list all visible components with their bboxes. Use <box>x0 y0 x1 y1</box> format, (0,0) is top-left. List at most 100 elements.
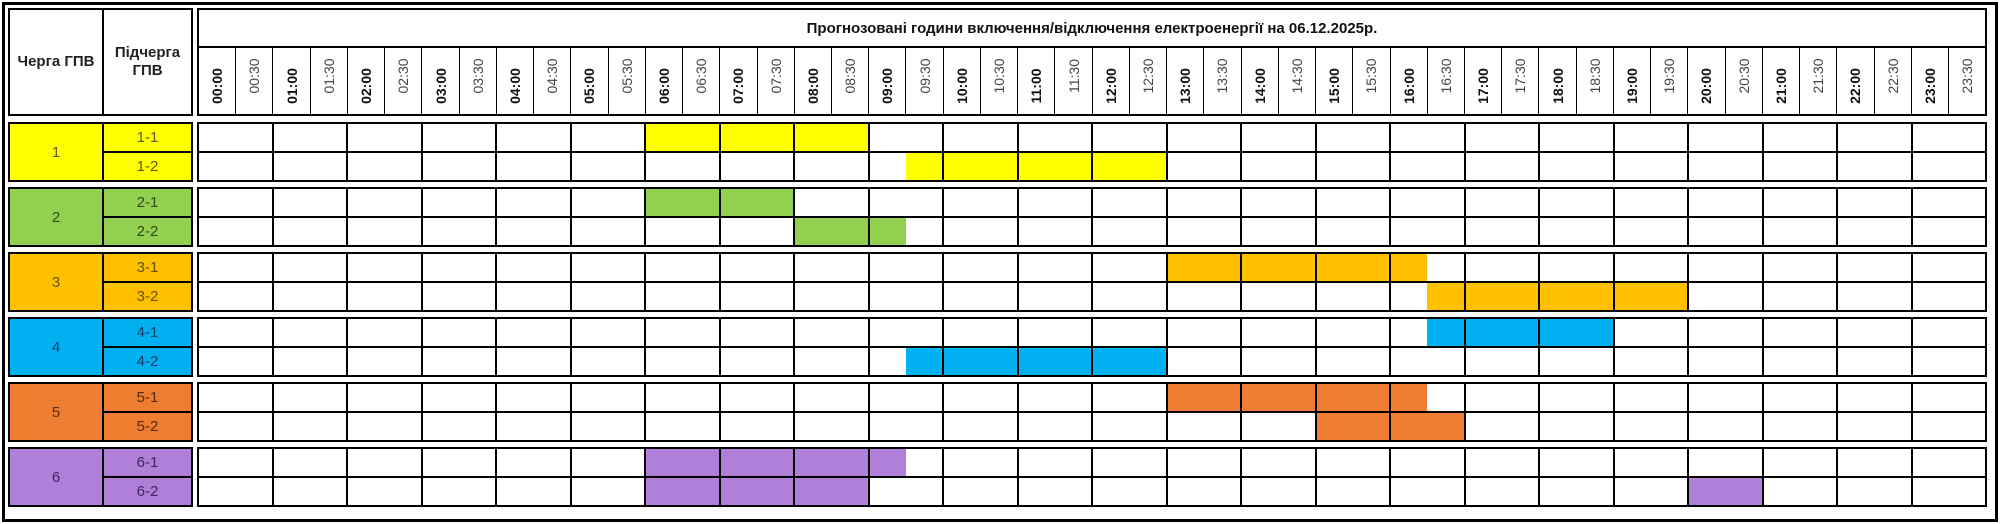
subqueue-label: 2-2 <box>136 223 159 240</box>
power-on-slot <box>1540 189 1576 216</box>
power-on-slot <box>1800 348 1838 375</box>
timeline-header: Прогнозовані години включення/відключенн… <box>197 8 1987 116</box>
queue-group: 1 1-1 1-2 <box>8 122 1987 182</box>
power-on-slot <box>199 319 235 346</box>
power-on-slot <box>646 384 682 411</box>
power-on-slot <box>1838 319 1874 346</box>
power-on-slot <box>572 254 608 281</box>
time-label: 22:30 <box>1884 58 1901 94</box>
power-on-slot <box>1242 478 1278 505</box>
time-label: 20:00 <box>1698 68 1715 104</box>
outage-slot <box>1352 413 1391 440</box>
outage-slot <box>720 124 757 151</box>
power-on-slot <box>721 384 757 411</box>
power-on-slot <box>721 254 757 281</box>
outage-slot <box>682 124 721 151</box>
time-label-cell: 13:00 <box>1167 48 1205 116</box>
power-on-slot <box>1913 384 1949 411</box>
time-label: 18:30 <box>1586 58 1603 94</box>
power-on-slot <box>757 218 795 245</box>
power-on-slot <box>1019 124 1055 151</box>
power-on-slot <box>1278 413 1317 440</box>
power-on-slot <box>1427 449 1466 476</box>
power-on-slot <box>944 413 980 440</box>
power-on-slot <box>646 348 682 375</box>
power-on-slot <box>1689 283 1725 310</box>
power-on-slot <box>906 478 944 505</box>
power-on-slot <box>1949 189 1985 216</box>
power-on-slot <box>1913 449 1949 476</box>
power-on-slot <box>906 124 944 151</box>
power-on-slot <box>1317 348 1353 375</box>
power-on-slot <box>980 124 1019 151</box>
outage-slot <box>1540 319 1577 346</box>
power-on-slot <box>572 413 608 440</box>
power-on-slot <box>1874 254 1913 281</box>
power-on-slot <box>274 153 310 180</box>
power-on-slot <box>348 254 384 281</box>
power-on-slot <box>1055 384 1093 411</box>
outage-slot <box>831 449 870 476</box>
time-label-cell: 09:30 <box>906 48 944 116</box>
power-on-slot <box>1502 124 1540 151</box>
power-on-slot <box>906 189 944 216</box>
power-on-slot <box>906 283 944 310</box>
time-label-cell: 19:00 <box>1614 48 1652 116</box>
power-on-slot <box>384 254 423 281</box>
power-on-slot <box>1651 319 1689 346</box>
power-on-slot <box>384 413 423 440</box>
outage-slot <box>980 153 1019 180</box>
power-on-slot <box>1502 153 1540 180</box>
power-on-slot <box>980 449 1019 476</box>
power-on-slot <box>1764 124 1800 151</box>
time-label: 14:30 <box>1288 58 1305 94</box>
power-on-slot <box>199 254 235 281</box>
power-on-slot <box>1242 153 1278 180</box>
queue-labels: 3 3-1 3-2 <box>8 252 193 312</box>
time-label: 12:00 <box>1102 68 1119 104</box>
time-label-cell: 15:30 <box>1353 48 1391 116</box>
queue-number: 6 <box>10 449 104 505</box>
power-on-slot <box>572 283 608 310</box>
power-on-slot <box>533 384 572 411</box>
outage-slot <box>831 124 870 151</box>
power-on-slot <box>980 384 1019 411</box>
power-on-slot <box>1949 449 1985 476</box>
power-on-slot <box>1651 348 1689 375</box>
power-on-slot <box>1949 384 1985 411</box>
power-on-slot <box>1764 413 1800 440</box>
power-on-slot <box>384 348 423 375</box>
power-on-slot <box>1913 283 1949 310</box>
power-on-slot <box>1391 449 1427 476</box>
power-on-slot <box>1725 413 1764 440</box>
power-on-slot <box>1949 254 1985 281</box>
power-on-slot <box>870 153 906 180</box>
power-on-slot <box>310 124 348 151</box>
power-on-slot <box>721 218 757 245</box>
time-label-cell: 07:30 <box>758 48 795 116</box>
power-on-slot <box>1019 319 1055 346</box>
power-on-slot <box>497 449 533 476</box>
time-label: 07:00 <box>730 68 747 104</box>
outage-slot <box>646 449 683 476</box>
power-on-slot <box>235 449 274 476</box>
power-on-slot <box>1168 449 1204 476</box>
time-label: 00:30 <box>246 58 263 94</box>
power-on-slot <box>1168 153 1204 180</box>
time-label: 21:30 <box>1810 58 1827 94</box>
power-on-slot <box>1278 478 1317 505</box>
power-on-slot <box>980 218 1019 245</box>
power-on-slot <box>1764 283 1800 310</box>
subqueue-labels: 3-1 3-2 <box>104 254 191 310</box>
power-on-slot <box>682 153 721 180</box>
power-on-slot <box>1168 124 1204 151</box>
outage-slot <box>1465 283 1502 310</box>
power-on-slot <box>1204 413 1242 440</box>
time-label: 23:00 <box>1921 68 1938 104</box>
power-on-slot <box>1093 413 1129 440</box>
outage-slot <box>756 478 795 505</box>
power-on-slot <box>1427 218 1466 245</box>
power-on-slot <box>533 124 572 151</box>
power-on-slot <box>906 449 944 476</box>
time-label: 11:30 <box>1065 59 1082 93</box>
